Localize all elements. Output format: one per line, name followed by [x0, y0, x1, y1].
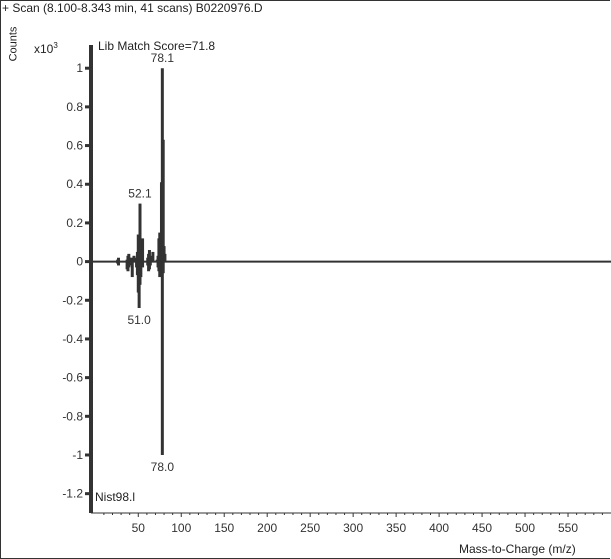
library-name: Nist98.l	[95, 490, 136, 504]
y-exponent-label: x103	[34, 41, 58, 56]
peak-label: 78.0	[151, 460, 175, 474]
lib-match-score: Lib Match Score=71.8	[98, 39, 216, 53]
y-tick-label: 0.2	[66, 216, 83, 230]
y-tick-label: 0.8	[66, 100, 83, 114]
y-tick-label: -1.2	[62, 487, 83, 501]
scan-title: + Scan (8.100-8.343 min, 41 scans) B0220…	[2, 1, 263, 15]
y-tick-label: 1	[76, 61, 83, 75]
y-tick-label: 0.6	[66, 139, 83, 153]
y-tick-label: -0.8	[62, 409, 83, 423]
y-exponent-power: 3	[53, 41, 58, 50]
x-tick-label: 400	[429, 521, 449, 535]
x-tick-label: 50	[132, 521, 146, 535]
x-tick-label: 450	[472, 521, 492, 535]
peak-label: 52.1	[128, 187, 152, 201]
y-tick-label: -0.2	[62, 293, 83, 307]
peak-label: 78.1	[151, 51, 175, 65]
x-tick-label: 300	[343, 521, 363, 535]
x-axis-label: Mass-to-Charge (m/z)	[459, 542, 576, 556]
x-tick-label: 250	[300, 521, 320, 535]
y-tick-label: 0.4	[66, 177, 83, 191]
x-tick-label: 550	[558, 521, 578, 535]
y-tick-label: -0.4	[62, 332, 83, 346]
y-tick-label: 0	[76, 255, 83, 269]
peak-label: 51.0	[127, 313, 151, 327]
x-tick-label: 150	[214, 521, 234, 535]
x-tick-label: 100	[171, 521, 191, 535]
y-exponent-base: x10	[34, 42, 54, 56]
y-tick-label: -1	[72, 448, 83, 462]
x-tick-label: 350	[386, 521, 406, 535]
x-tick-label: 200	[257, 521, 277, 535]
x-tick-label: 500	[515, 521, 535, 535]
y-tick-label: -0.6	[62, 371, 83, 385]
